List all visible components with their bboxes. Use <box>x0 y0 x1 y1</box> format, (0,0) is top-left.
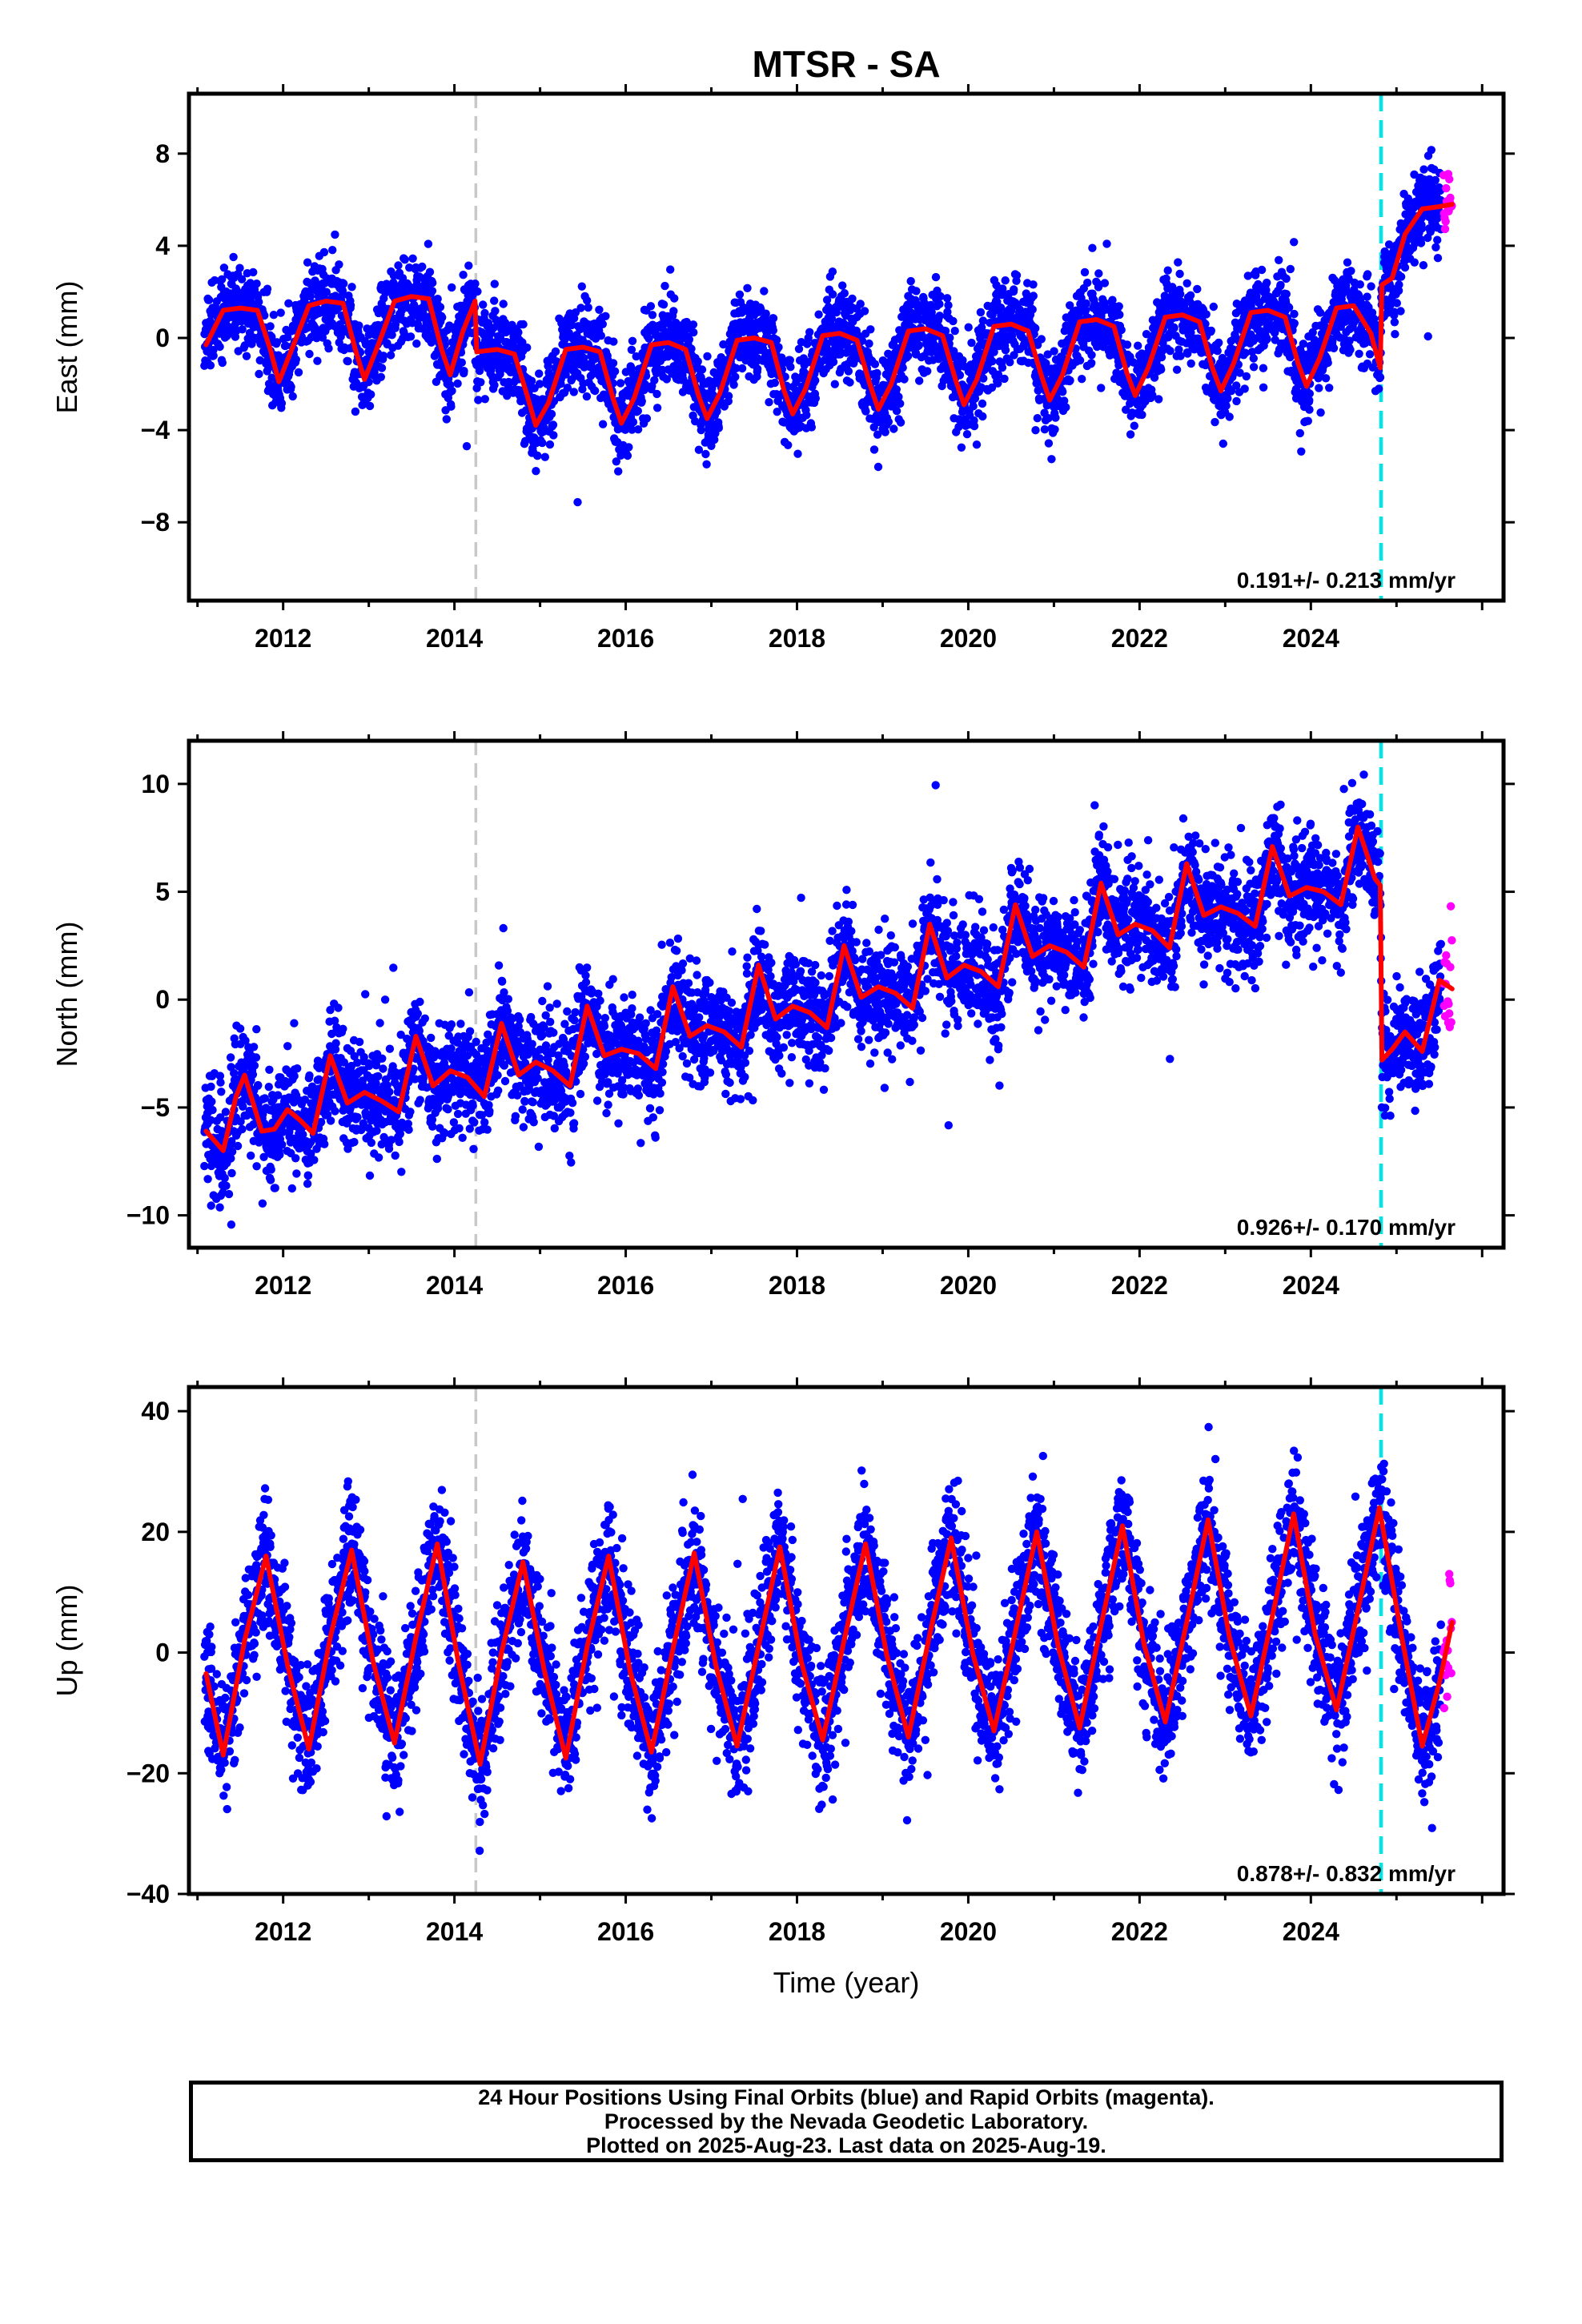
y-tick-label: 20 <box>141 1518 170 1546</box>
model-curve <box>203 202 1455 428</box>
velocity-rate-label: 0.878+/- 0.832 mm/yr <box>1237 1861 1456 1886</box>
x-tick-label: 2022 <box>1111 624 1168 653</box>
x-tick-label: 2012 <box>255 1917 311 1946</box>
x-tick-label: 2012 <box>255 624 311 653</box>
x-tick-label: 2016 <box>597 1271 654 1300</box>
x-tick-label: 2022 <box>1111 1271 1168 1300</box>
velocity-rate-label: 0.926+/- 0.170 mm/yr <box>1237 1215 1456 1240</box>
footer-line-2: Processed by the Nevada Geodetic Laborat… <box>604 2109 1089 2133</box>
final-orbit-points <box>200 146 1446 507</box>
y-tick-label: −8 <box>141 508 170 537</box>
y-tick-label: −4 <box>141 416 171 444</box>
x-tick-label: 2012 <box>255 1271 311 1300</box>
x-tick-label: 2022 <box>1111 1917 1168 1946</box>
x-tick-label: 2018 <box>769 1271 825 1300</box>
y-tick-label: 4 <box>155 231 170 260</box>
x-tick-label: 2024 <box>1283 1917 1339 1946</box>
rapid-orbit-points <box>1439 1570 1456 1713</box>
plot-frame <box>187 91 1506 603</box>
y-axis-label: East (mm) <box>50 281 83 414</box>
x-tick-label: 2020 <box>940 1917 997 1946</box>
chart-title: MTSR - SA <box>752 43 940 85</box>
x-tick-label: 2024 <box>1283 1271 1339 1300</box>
panels: 2012 2014 2016 2018 2020 2022 2024−8−4048East … <box>50 84 1515 1999</box>
x-tick-label: 2020 <box>940 624 997 653</box>
x-tick-label: 2016 <box>597 1917 654 1946</box>
plot-frame <box>187 738 1506 1250</box>
model-curve <box>203 1505 1455 1767</box>
x-tick-label: 2014 <box>426 1271 483 1300</box>
y-tick-label: 0 <box>155 324 170 352</box>
velocity-rate-label: 0.191+/- 0.213 mm/yr <box>1237 568 1456 593</box>
x-axis-label: Time (year) <box>773 1966 920 1999</box>
panel-north: 2012 2014 2016 2018 2020 2022 2024 −10 −5 0 5 10 Nor… <box>50 731 1515 1300</box>
x-tick-label: 2024 <box>1283 624 1339 653</box>
y-tick-label: −40 <box>126 1880 170 1908</box>
y-tick-label: −5 <box>141 1093 170 1122</box>
y-tick-label: 40 <box>141 1397 170 1425</box>
x-tick-label: 2014 <box>426 1917 483 1946</box>
footer-line-3: Plotted on 2025-Aug-23. Last data on 202… <box>586 2133 1106 2157</box>
y-tick-label: 5 <box>155 878 170 907</box>
y-tick-label: 0 <box>155 985 170 1014</box>
y-tick-label: 10 <box>141 770 170 798</box>
y-tick-label: −10 <box>126 1201 170 1230</box>
x-tick-label: 2016 <box>597 624 654 653</box>
x-tick-label: 2018 <box>769 624 825 653</box>
y-axis-label: North (mm) <box>50 922 83 1068</box>
x-tick-label: 2020 <box>940 1271 997 1300</box>
y-tick-label: −20 <box>126 1759 170 1787</box>
panel-east: 2012 2014 2016 2018 2020 2022 2024 −8 −4 0 4 8 East … <box>50 84 1515 653</box>
y-tick-label: 8 <box>155 139 170 168</box>
footer-box: 24 Hour Positions Using Final Orbits (bl… <box>189 2081 1504 2162</box>
panel-up: 2012 2014 2016 2018 2020 2022 2024 −40 −20 0 20 40 U… <box>50 1377 1515 1946</box>
x-tick-label: 2014 <box>426 624 483 653</box>
y-tick-label: 0 <box>155 1638 170 1667</box>
y-axis-label: Up (mm) <box>50 1585 83 1697</box>
plot-frame <box>187 1385 1506 1896</box>
footer-line-1: 24 Hour Positions Using Final Orbits (bl… <box>478 2085 1215 2109</box>
model-curve <box>203 824 1455 1153</box>
x-tick-label: 2018 <box>769 1917 825 1946</box>
